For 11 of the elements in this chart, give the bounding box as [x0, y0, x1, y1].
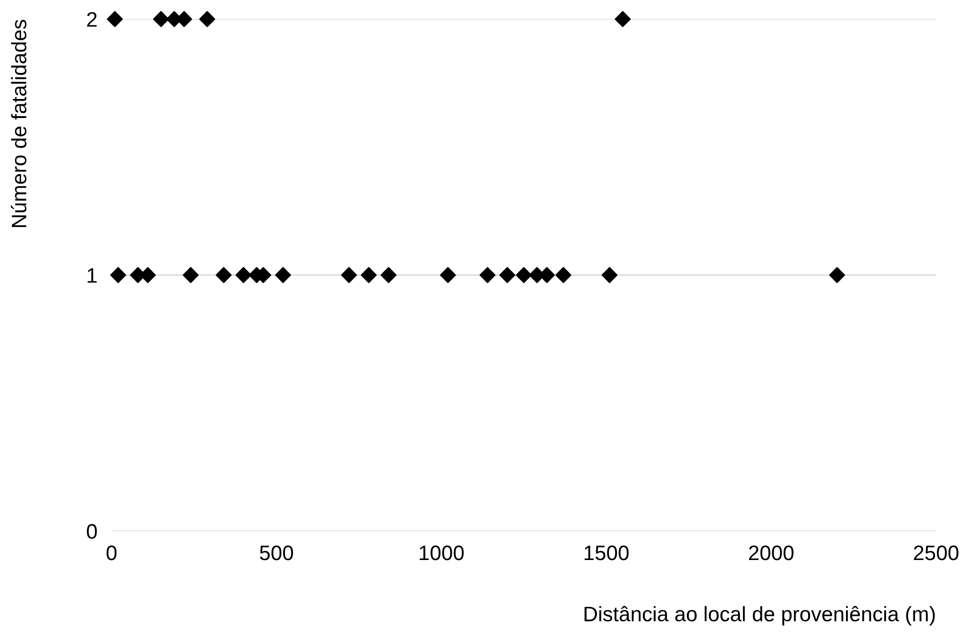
y-tick-label: 1 — [88, 268, 97, 283]
x-tick-label: 2500 — [914, 546, 958, 560]
y-tick-label: 2 — [87, 12, 97, 27]
y-tick-label: 0 — [86, 524, 97, 539]
x-tick-label: 500 — [260, 546, 294, 560]
x-tick-label: 0 — [106, 546, 117, 560]
x-tick-label: 2000 — [749, 546, 794, 560]
x-axis-title: Distância ao local de proveniência (m) — [584, 606, 935, 626]
x-tick-label: 1500 — [584, 546, 629, 560]
y-axis-title: Número de fatalidades — [10, 20, 26, 227]
x-tick-label: 1000 — [420, 546, 464, 560]
